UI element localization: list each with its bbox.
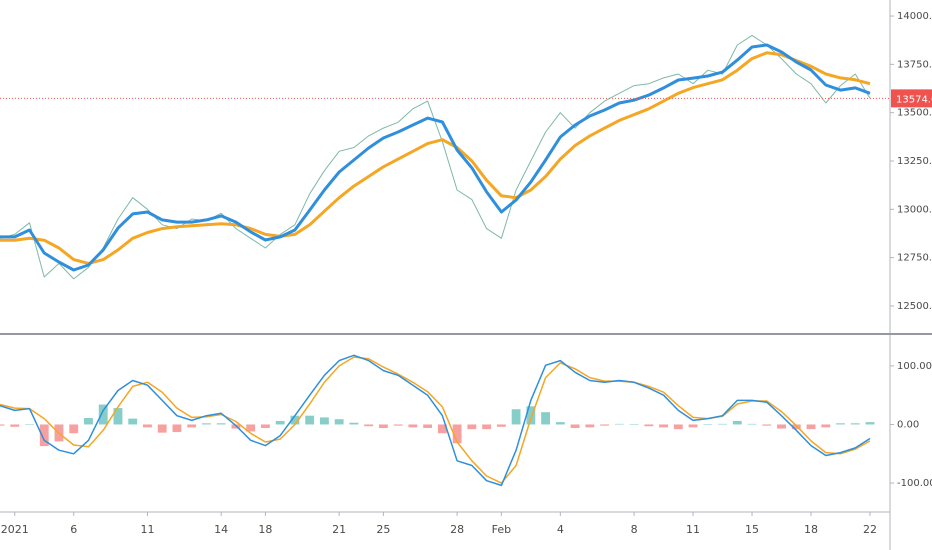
histogram-bar	[673, 424, 683, 430]
histogram-bar	[157, 424, 167, 433]
series-line	[0, 51, 871, 265]
histogram-bar	[261, 424, 270, 428]
y-tick-label: -100.00	[897, 478, 932, 489]
series-line	[0, 354, 871, 487]
last-price-label: 13574.00	[896, 94, 932, 105]
histogram-bar	[600, 424, 609, 426]
y-tick-label: 12750.00	[897, 253, 932, 264]
histogram-bar	[246, 424, 256, 432]
histogram-bar	[172, 424, 182, 433]
histogram-bar	[467, 424, 477, 430]
y-tick-label: 13750.00	[897, 59, 932, 70]
histogram-bar	[747, 423, 757, 425]
x-tick-label: 14	[214, 523, 228, 536]
y-tick-label: 13500.00	[897, 108, 932, 119]
histogram-bar	[113, 408, 123, 425]
histogram-bar	[275, 420, 285, 425]
histogram-bar	[806, 424, 816, 430]
x-tick-label: 11	[686, 523, 700, 536]
histogram-bar	[10, 424, 20, 427]
histogram-bar	[703, 424, 713, 425]
histogram-bar	[216, 423, 226, 425]
histogram-bar	[202, 423, 211, 425]
histogram-bar	[393, 424, 403, 426]
histogram-bar	[128, 418, 138, 425]
histogram-bar	[98, 404, 108, 425]
histogram-bar	[39, 424, 49, 447]
histogram-bar	[143, 424, 152, 428]
histogram-bar	[541, 412, 551, 425]
histogram-bar	[452, 424, 462, 444]
histogram-bar	[482, 424, 492, 430]
histogram-bar	[644, 424, 654, 427]
x-tick-label: 11	[140, 523, 154, 536]
x-tick-label: 6	[70, 523, 77, 536]
histogram-bar	[718, 423, 727, 425]
x-tick-label: Feb	[492, 523, 511, 536]
histogram-bar	[791, 424, 801, 430]
histogram-bar	[0, 424, 5, 426]
y-tick-label: 14000.00	[897, 11, 932, 22]
histogram-bar	[187, 424, 197, 428]
histogram-bar	[570, 424, 580, 428]
histogram-bar	[349, 422, 359, 425]
histogram-bar	[688, 424, 698, 428]
histogram-bar	[69, 424, 79, 434]
histogram-bar	[290, 415, 300, 425]
x-tick-label: 2021	[1, 523, 29, 536]
histogram-bar	[364, 424, 374, 427]
last-price-box	[891, 89, 932, 108]
series-line	[0, 356, 871, 484]
y-tick-label: 13000.00	[897, 204, 932, 215]
histogram-bar	[555, 422, 565, 425]
histogram-bar	[423, 424, 433, 428]
histogram-bar	[319, 417, 329, 425]
x-tick-label: 15	[745, 523, 759, 536]
histogram-bar	[408, 424, 418, 428]
y-tick-label: 12500.00	[897, 301, 932, 312]
x-tick-label: 18	[258, 523, 272, 536]
x-tick-label: 25	[376, 523, 390, 536]
histogram-bar	[821, 424, 831, 428]
y-tick-label: 13250.00	[897, 156, 932, 167]
histogram-bar	[511, 409, 521, 425]
histogram-bar	[305, 415, 315, 425]
histogram-bar	[850, 423, 860, 425]
histogram-bar	[437, 424, 447, 434]
histogram-bar	[496, 424, 506, 427]
y-tick-label: 0.00	[897, 419, 919, 430]
histogram-bar	[585, 424, 595, 428]
histogram-bar	[732, 420, 742, 425]
histogram-bar	[526, 406, 536, 425]
histogram-bar	[836, 423, 845, 425]
histogram-bar	[334, 419, 344, 425]
x-tick-label: 18	[804, 523, 818, 536]
x-tick-label: 22	[863, 523, 877, 536]
series-line	[0, 43, 871, 272]
y-tick-label: 100.00	[897, 361, 932, 372]
x-tick-label: 21	[332, 523, 346, 536]
histogram-bar	[629, 424, 639, 425]
histogram-bar	[762, 424, 772, 426]
histogram-bar	[659, 424, 668, 428]
histogram-bar	[25, 424, 34, 425]
histogram-bar	[84, 418, 93, 425]
histogram-bar	[378, 424, 388, 428]
x-tick-label: 28	[450, 523, 464, 536]
x-tick-label: 8	[631, 523, 638, 536]
x-tick-label: 4	[557, 523, 564, 536]
histogram-bar	[614, 423, 624, 425]
histogram-bar	[865, 422, 875, 425]
histogram-bar	[777, 424, 786, 429]
